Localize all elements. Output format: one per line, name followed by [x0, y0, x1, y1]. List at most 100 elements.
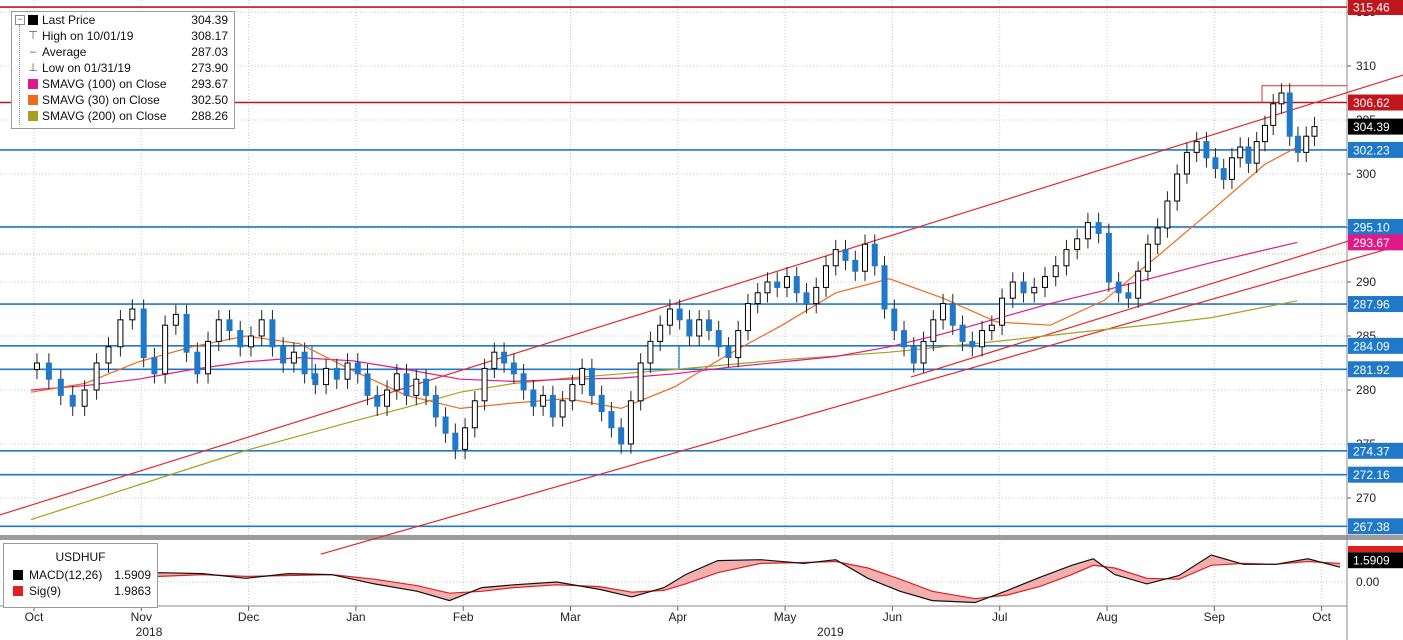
x-tick-label: Jun — [883, 610, 902, 624]
legend-swatch — [28, 79, 38, 89]
candle — [442, 416, 449, 434]
candle — [813, 286, 820, 305]
panel-separator — [0, 535, 1403, 540]
candle — [1105, 232, 1112, 283]
candle — [301, 351, 308, 375]
time-axis: Oct Nov Dec Jan Feb Mar Apr May Jun Jul Aug Sep Oct 2… — [25, 606, 1332, 639]
candle — [530, 389, 537, 407]
macd-panel-title: USDHUF — [55, 550, 106, 564]
legend-swatch — [28, 95, 38, 105]
legend-tree-line — [19, 25, 20, 125]
candle — [1220, 168, 1227, 180]
x-tick-label: Mar — [560, 610, 581, 624]
legend-value: 287.03 — [191, 45, 228, 59]
candle — [1253, 141, 1260, 164]
candle — [588, 367, 595, 396]
legend-row: SMAVG (200) on Close 288.26 — [12, 108, 234, 124]
level-tag-bg — [1348, 518, 1403, 535]
candle — [1303, 135, 1310, 153]
legend-value: 273.90 — [191, 61, 228, 75]
candle — [618, 427, 625, 445]
level-tag: 274.37 — [1353, 444, 1390, 458]
y-tick-label: 300 — [1356, 167, 1376, 181]
candle — [215, 319, 222, 342]
level-tag: 287.96 — [1353, 298, 1390, 312]
legend-row: Last Price 304.39 — [12, 12, 234, 28]
price-tag-bg — [1348, 118, 1403, 135]
candle — [384, 389, 391, 407]
candle — [1052, 265, 1059, 278]
candle — [696, 319, 703, 337]
trendline — [910, 223, 1403, 378]
level-tag: 281.92 — [1353, 363, 1390, 377]
candle — [1183, 151, 1190, 175]
legend-marker-icon: ⊤ — [28, 30, 38, 42]
x-tick-label: Jan — [346, 610, 365, 624]
level-tag-bg — [1348, 218, 1403, 235]
candle — [852, 259, 859, 272]
legend-collapse-icon[interactable]: − — [15, 15, 25, 25]
candle — [930, 319, 937, 342]
candle — [608, 411, 615, 429]
candle — [205, 340, 212, 375]
legend-label: MACD(12,26) — [29, 568, 103, 582]
candle — [69, 394, 76, 407]
level-tag-bg — [1348, 337, 1403, 354]
macd-line — [30, 554, 1341, 604]
trendlines — [0, 74, 1403, 555]
candle — [117, 319, 124, 348]
candle — [1203, 141, 1210, 159]
candle — [715, 330, 722, 348]
candle — [1084, 222, 1091, 240]
price-legend: Last Price 304.39 ⊤ High on 10/01/19 308.17–… — [11, 11, 235, 129]
x-tick-label: Dec — [238, 610, 259, 624]
candle — [725, 346, 732, 359]
candle — [744, 303, 751, 332]
candle — [832, 249, 839, 267]
candle — [666, 308, 673, 326]
macd-histogram-fill — [31, 555, 1341, 603]
candle — [1193, 141, 1200, 153]
candle — [129, 308, 136, 321]
x-tick-label: Apr — [668, 610, 687, 624]
legend-label: Sig(9) — [29, 584, 62, 598]
candle — [226, 319, 233, 332]
legend-label: SMAVG (200) on Close — [42, 109, 167, 123]
candle — [172, 313, 179, 326]
legend-value: 1.9863 — [114, 584, 151, 598]
candle — [354, 362, 361, 375]
candle — [413, 378, 420, 396]
candle — [657, 324, 664, 342]
candle — [1115, 281, 1122, 294]
y-tick-label: 290 — [1356, 275, 1376, 289]
macd-legend: USDHUF MACD(12,26) 1.5909 Sig(9) 1.9863 — [3, 543, 158, 608]
y-tick-label: 270 — [1356, 491, 1376, 505]
candle — [1135, 270, 1142, 299]
candle — [881, 265, 888, 310]
legend-label: SMAVG (30) on Close — [42, 93, 160, 107]
candles — [33, 83, 1318, 460]
candle — [1294, 135, 1301, 153]
macd-legend-row: MACD(12,26) 1.5909 — [4, 567, 157, 583]
macd-y-tick-label: 0.00 — [1356, 575, 1380, 589]
level-tag: 302.23 — [1353, 143, 1390, 157]
candle — [910, 346, 917, 364]
candle — [312, 373, 319, 386]
legend-value: 293.67 — [191, 77, 228, 91]
candle — [901, 330, 908, 348]
level-tag: 306.62 — [1353, 96, 1390, 110]
candle — [1095, 222, 1102, 234]
candle — [1074, 238, 1081, 251]
level-tag-bg — [1348, 94, 1403, 111]
candle — [891, 308, 898, 332]
macd-signal-line — [30, 560, 1341, 600]
candle — [105, 346, 112, 364]
candle — [822, 265, 829, 288]
candle — [45, 362, 52, 380]
level-tag-bg — [1348, 0, 1403, 16]
moving-averages — [30, 146, 1298, 521]
candle — [423, 378, 430, 396]
macd-signal-tag — [1348, 546, 1403, 552]
legend-value: 302.50 — [191, 93, 228, 107]
candle — [183, 313, 190, 353]
